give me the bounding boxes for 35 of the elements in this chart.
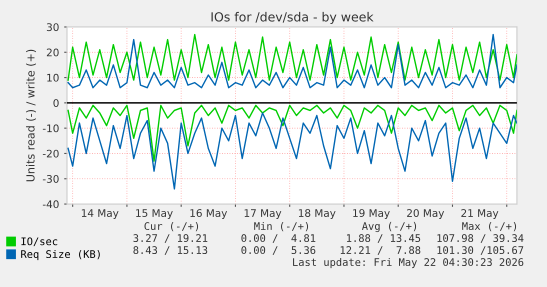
x-tick-label: 18 May bbox=[298, 209, 336, 219]
line-series bbox=[67, 104, 517, 162]
text: Min (-/+) bbox=[254, 222, 308, 232]
legend-label: Req Size (KB) bbox=[21, 250, 100, 260]
y-tick-label: -10 bbox=[42, 124, 59, 132]
text: 0.00 / 5.36 bbox=[241, 246, 316, 255]
text: 12.21 / 7.88 bbox=[340, 246, 420, 255]
x-tick-label: 17 May bbox=[244, 209, 282, 219]
y-axis-title: Units read (-) / write (+) bbox=[26, 50, 36, 182]
text: Last update: Fri May 22 04:30:23 2026 bbox=[293, 258, 524, 268]
text: 8.43 / 15.13 bbox=[133, 246, 208, 255]
line-series bbox=[67, 112, 517, 190]
y-tick-label: -40 bbox=[42, 200, 59, 208]
text: Cur (-/+) bbox=[144, 222, 198, 232]
text: Avg (-/+) bbox=[362, 222, 416, 232]
x-tick-label: 15 May bbox=[136, 209, 173, 219]
y-tick-label: 20 bbox=[46, 48, 59, 56]
y-tick-label: 30 bbox=[46, 23, 59, 32]
x-tick-label: 16 May bbox=[190, 209, 228, 219]
legend-label: IO/sec bbox=[21, 237, 58, 246]
x-tick-label: 21 May bbox=[461, 209, 498, 219]
text: 1.88 / 13.45 bbox=[347, 234, 420, 243]
text: Max (-/+) bbox=[462, 222, 516, 232]
x-tick-label: 20 May bbox=[407, 209, 444, 219]
y-tick-label: -30 bbox=[42, 174, 59, 183]
text: 0.00 / 4.81 bbox=[241, 234, 316, 243]
text: 107.98 / 39.34 bbox=[437, 234, 524, 243]
y-tick-label: 10 bbox=[47, 74, 59, 82]
text: 3.27 / 19.21 bbox=[133, 234, 208, 243]
y-tick-label: -20 bbox=[42, 150, 59, 158]
text: 101.30 /105.67 bbox=[437, 246, 524, 255]
x-tick-label: 19 May bbox=[353, 209, 390, 219]
chart-title: IOs for /dev/sda - by week bbox=[212, 12, 374, 24]
y-tick-label: 0 bbox=[53, 99, 59, 107]
x-tick-label: 14 May bbox=[82, 209, 119, 219]
